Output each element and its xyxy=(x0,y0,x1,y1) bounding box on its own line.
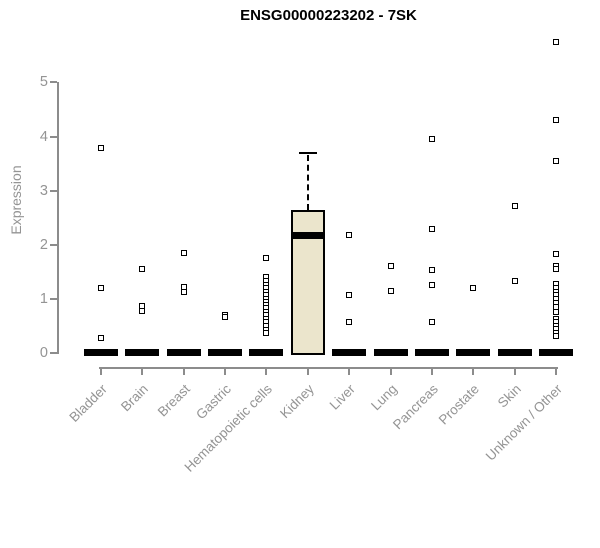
x-tick xyxy=(265,369,268,375)
y-tick-label: 3 xyxy=(39,182,48,199)
outlier-point xyxy=(97,145,104,152)
outlier-point xyxy=(470,284,477,291)
collapsed-box xyxy=(83,349,118,357)
outlier-point xyxy=(511,278,518,285)
outlier-point xyxy=(428,267,435,273)
x-tick xyxy=(182,369,185,375)
outlier-point xyxy=(346,318,353,325)
y-tick xyxy=(50,243,57,246)
outlier-point xyxy=(346,231,353,238)
y-tick xyxy=(50,189,57,192)
x-tick xyxy=(430,369,433,375)
x-tick xyxy=(472,369,475,375)
collapsed-box xyxy=(125,349,160,357)
outlier-point xyxy=(97,284,104,291)
whisker-line xyxy=(306,154,309,210)
outlier-point xyxy=(428,282,435,289)
y-tick xyxy=(50,297,57,300)
outlier-point xyxy=(97,334,104,341)
outlier-point xyxy=(263,330,270,337)
chart-title: ENSG00000223202 - 7SK xyxy=(240,7,417,24)
outlier-point xyxy=(553,308,560,315)
collapsed-box xyxy=(414,349,449,357)
outlier-point xyxy=(553,38,560,45)
y-tick xyxy=(50,135,57,138)
outlier-point xyxy=(553,251,560,258)
x-tick xyxy=(348,369,351,375)
outlier-point xyxy=(428,135,435,142)
x-tick xyxy=(389,369,392,375)
collapsed-box xyxy=(249,349,284,357)
outlier-point xyxy=(180,288,187,295)
outlier-point xyxy=(263,255,270,262)
outlier-point xyxy=(221,314,228,321)
collapsed-box xyxy=(332,349,367,357)
x-axis-line xyxy=(99,367,558,369)
median-line xyxy=(291,232,324,240)
outlier-point xyxy=(139,266,146,273)
outlier-point xyxy=(428,318,435,325)
outlier-point xyxy=(139,307,146,314)
boxplot-box xyxy=(290,210,325,355)
y-axis-line xyxy=(57,82,59,354)
outlier-point xyxy=(511,202,518,209)
y-tick xyxy=(50,81,57,84)
y-tick-label: 4 xyxy=(39,128,48,145)
y-tick-label: 2 xyxy=(39,236,48,253)
x-tick xyxy=(99,369,102,375)
x-tick xyxy=(141,369,144,375)
y-tick-label: 1 xyxy=(39,290,48,307)
outlier-point xyxy=(553,265,560,272)
outlier-point xyxy=(428,225,435,232)
outlier-point xyxy=(553,332,560,339)
x-tick xyxy=(555,369,558,375)
y-tick xyxy=(50,351,57,354)
collapsed-box xyxy=(539,349,574,357)
outlier-point xyxy=(553,116,560,123)
y-tick-label: 5 xyxy=(39,74,48,91)
y-tick-label: 0 xyxy=(39,344,48,361)
outlier-point xyxy=(553,158,560,165)
x-tick xyxy=(513,369,516,375)
collapsed-box xyxy=(166,349,201,357)
collapsed-box xyxy=(497,349,532,357)
collapsed-box xyxy=(456,349,491,357)
collapsed-box xyxy=(373,349,408,357)
x-tick xyxy=(306,369,309,375)
collapsed-box xyxy=(207,349,242,357)
whisker-cap xyxy=(298,151,317,154)
outlier-point xyxy=(387,287,394,294)
outlier-point xyxy=(387,263,394,270)
x-tick xyxy=(223,369,226,375)
outlier-point xyxy=(180,250,187,257)
outlier-point xyxy=(346,291,353,298)
